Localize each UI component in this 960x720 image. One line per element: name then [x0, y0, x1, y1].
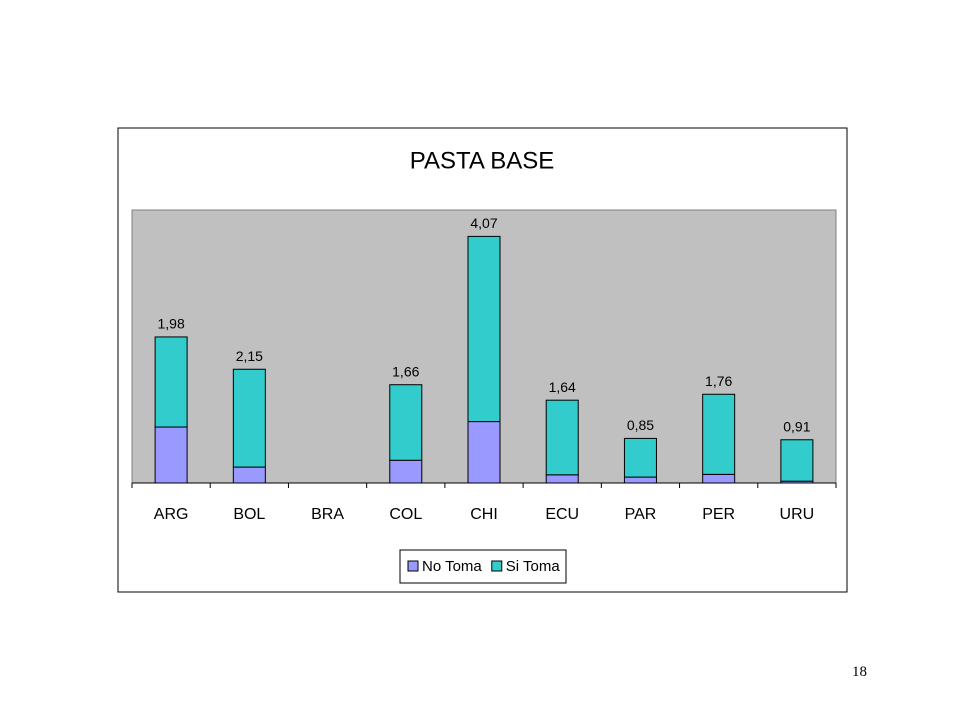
bar-segment [623, 476, 657, 484]
bar-segment [389, 384, 423, 461]
bar-segment [545, 399, 579, 476]
x-tick-label: COL [389, 506, 422, 523]
data-label: 0,85 [627, 417, 654, 433]
x-tick-label: PAR [625, 506, 657, 523]
bar-segment [389, 459, 423, 484]
x-tick-label: BOL [233, 506, 265, 523]
legend-box [399, 549, 567, 584]
bar-segment [545, 474, 579, 484]
data-label: 1,76 [705, 373, 732, 389]
data-label: 1,66 [392, 363, 419, 379]
legend-label: Si Toma [506, 558, 561, 575]
data-label: 1,64 [549, 379, 576, 395]
data-label: 4,07 [470, 215, 497, 231]
x-tick-label: CHI [470, 506, 498, 523]
bar-segment [154, 426, 188, 484]
page-number: 18 [852, 664, 867, 680]
legend-swatch [407, 560, 419, 572]
x-tick-label: PER [702, 506, 735, 523]
data-label: 1,98 [157, 316, 184, 332]
x-tick-label: BRA [311, 506, 344, 523]
bar-segment [780, 439, 814, 482]
legend-label: No Toma [422, 558, 482, 575]
bar-segment [623, 437, 657, 478]
data-label: 0,91 [783, 418, 810, 434]
x-tick-label: ECU [545, 506, 579, 523]
bar-segment [232, 368, 266, 468]
bar-segment [232, 466, 266, 484]
x-tick-label: URU [780, 506, 815, 523]
x-tick-label: ARG [154, 506, 189, 523]
legend-swatch [491, 560, 503, 572]
bar-segment [154, 336, 188, 428]
data-label: 2,15 [236, 348, 263, 364]
chart-title: PASTA BASE [410, 147, 555, 174]
bar-segment [702, 393, 736, 475]
bar-segment [467, 235, 501, 423]
bar-segment [467, 421, 501, 484]
bar-segment [702, 473, 736, 484]
